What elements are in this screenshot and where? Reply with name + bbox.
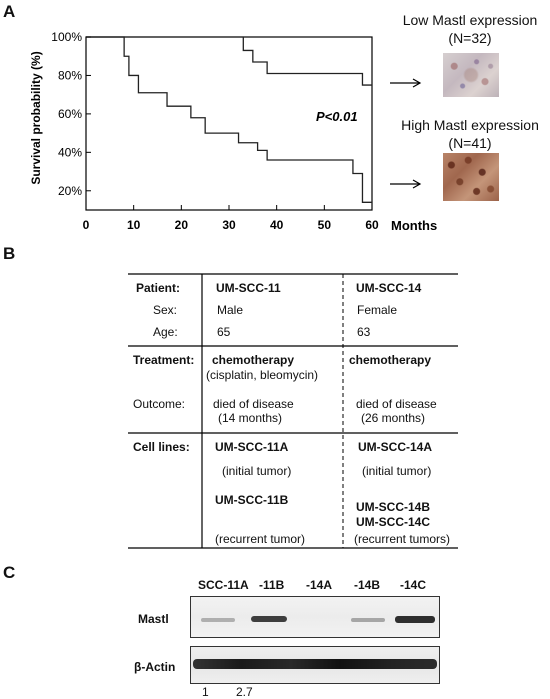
cell-line-14b: UM-SCC-14B <box>356 500 431 514</box>
arrow-high <box>390 179 422 189</box>
legend-low-n: (N=32) <box>448 30 492 46</box>
lane-label-scc-11a: SCC-11A <box>198 578 249 592</box>
micrograph-low-expression <box>443 53 499 97</box>
arrow-low <box>390 78 422 88</box>
lane-label-14a: -14A <box>306 578 333 592</box>
cell-lines-14-note: (recurrent tumors) <box>354 532 451 546</box>
quant-11b: 2.7 <box>236 685 253 699</box>
patient-2: UM-SCC-14 <box>356 281 422 295</box>
band-mastl-11a <box>201 618 235 622</box>
x-axis-label: Months <box>391 218 437 233</box>
micrograph-high-expression <box>443 153 499 201</box>
label-age: Age: <box>153 325 178 339</box>
outcome-2-line1: died of disease <box>356 397 437 411</box>
band-mastl-14b <box>351 618 385 622</box>
cell-line-14a-note: (initial tumor) <box>362 464 432 478</box>
table-lines <box>128 273 458 549</box>
panel-letter-b: B <box>3 244 16 263</box>
band-mastl-11b <box>251 616 287 622</box>
band-mastl-14c <box>395 616 435 623</box>
blot-mastl <box>190 596 440 638</box>
band-actin <box>193 659 437 669</box>
quant-11a: 1 <box>202 685 209 699</box>
outcome-2-line2: (26 months) <box>361 411 426 425</box>
x-tick-label: 40 <box>270 218 284 232</box>
outcome-1-line2: (14 months) <box>218 411 283 425</box>
legend-low-title: Low Mastl expression <box>402 12 538 28</box>
label-cell-lines: Cell lines: <box>133 440 190 454</box>
cell-line-11b: UM-SCC-11B <box>215 493 289 507</box>
cell-line-14c: UM-SCC-14C <box>356 515 431 529</box>
age-2: 63 <box>357 325 371 339</box>
outcome-1-line1: died of disease <box>213 397 294 411</box>
blot-label-actin: β-Actin <box>134 660 176 674</box>
y-tick-label: 60% <box>58 107 82 121</box>
x-tick-label: 30 <box>222 218 236 232</box>
treatment-2: chemotherapy <box>349 353 432 367</box>
label-outcome: Outcome: <box>133 397 186 411</box>
km-curve-low-mastl <box>86 36 372 86</box>
label-patient: Patient: <box>136 281 181 295</box>
lane-label-11b: -11B <box>259 578 285 592</box>
blot-actin <box>190 646 440 684</box>
panel-letter-a: A <box>3 2 16 21</box>
panel-letter-c: C <box>3 563 16 582</box>
cell-line-11b-note: (recurrent tumor) <box>215 532 306 546</box>
lane-label-14b: -14B <box>354 578 381 592</box>
y-tick-label: 40% <box>58 145 82 159</box>
treatment-1-detail: (cisplatin, bleomycin) <box>206 368 319 382</box>
y-tick-label: 100% <box>51 30 82 44</box>
sex-1: Male <box>217 303 244 317</box>
km-curve-high-mastl <box>86 36 372 203</box>
label-treatment: Treatment: <box>133 353 195 367</box>
sex-2: Female <box>357 303 398 317</box>
x-tick-label: 50 <box>318 218 332 232</box>
y-tick-label: 20% <box>58 184 82 198</box>
cell-line-14a: UM-SCC-14A <box>358 440 433 454</box>
x-tick-label: 0 <box>83 218 90 232</box>
age-1: 65 <box>217 325 231 339</box>
cell-line-11a: UM-SCC-11A <box>215 440 289 454</box>
legend-high-n: (N=41) <box>448 135 492 151</box>
x-tick-label: 20 <box>175 218 189 232</box>
x-tick-label: 10 <box>127 218 141 232</box>
blot-label-mastl: Mastl <box>138 612 169 626</box>
lane-label-14c: -14C <box>400 578 427 592</box>
survival-chart: 20% 40% 60% 80% 100% 0 10 20 30 40 50 60 Survival … <box>29 30 437 233</box>
y-tick-label: 80% <box>58 68 82 82</box>
patient-1: UM-SCC-11 <box>216 281 281 295</box>
label-sex: Sex: <box>153 303 178 317</box>
legend-high-title: High Mastl expression <box>401 117 539 133</box>
cell-line-11a-note: (initial tumor) <box>222 464 292 478</box>
treatment-1: chemotherapy <box>212 353 295 367</box>
p-value-annotation: P<0.01 <box>316 109 358 124</box>
y-axis-label: Survival probability (%) <box>29 51 43 184</box>
x-tick-label: 60 <box>365 218 379 232</box>
